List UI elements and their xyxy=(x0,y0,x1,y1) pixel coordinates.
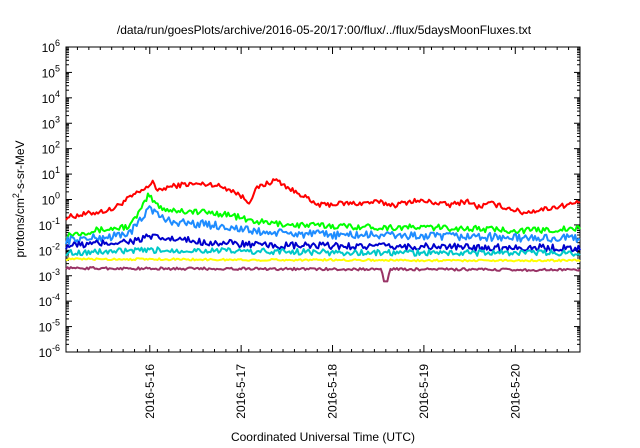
y-tick-label: 102 xyxy=(42,140,60,157)
y-tick-label: 10-3 xyxy=(39,267,60,284)
chart-title: /data/run/goesPlots/archive/2016-05-20/1… xyxy=(117,23,532,37)
y-tick-label: 100 xyxy=(42,191,60,208)
series-line xyxy=(65,257,581,263)
y-axis-tick-labels: 10-6 10-5 10-4 10-3 10-2 10-1 100 101 102 103 104 1… xyxy=(39,38,60,360)
series-line xyxy=(65,192,581,239)
series-line xyxy=(65,178,581,221)
y-axis-label-rest: -s-sr-MeV xyxy=(13,140,27,193)
y-tick-label: 101 xyxy=(42,165,60,182)
x-tick-label: 2016-5-16 xyxy=(143,364,157,419)
y-axis-label-sup: 2 xyxy=(11,193,21,198)
series-line xyxy=(65,205,581,245)
series-line xyxy=(65,246,581,257)
x-tick-label: 2016-5-19 xyxy=(417,364,431,419)
y-tick-label: 103 xyxy=(42,114,60,131)
y-axis-ticks xyxy=(66,46,580,353)
y-tick-label: 10-4 xyxy=(39,292,60,309)
series-line xyxy=(65,233,581,253)
x-tick-label: 2016-5-18 xyxy=(326,364,340,419)
x-axis-label: Coordinated Universal Time (UTC) xyxy=(231,430,415,444)
x-axis-tick-labels: 2016-5-16 2016-5-17 2016-5-18 2016-5-19 2016… xyxy=(143,364,523,419)
y-tick-label: 10-6 xyxy=(39,343,60,360)
y-tick-label: 106 xyxy=(42,38,60,55)
y-tick-label: 10-2 xyxy=(39,241,60,258)
y-tick-label: 104 xyxy=(42,89,60,106)
plot-frame xyxy=(65,46,581,353)
y-tick-label: 10-1 xyxy=(39,216,60,233)
series-lines xyxy=(65,178,581,283)
x-tick-label: 2016-5-17 xyxy=(234,364,248,419)
y-axis-label: protons/cm2-s-sr-MeV xyxy=(11,140,27,257)
series-line xyxy=(65,266,581,283)
x-axis-ticks xyxy=(65,47,581,352)
x-tick-label: 2016-5-20 xyxy=(508,364,522,419)
y-tick-label: 10-5 xyxy=(39,318,60,335)
y-axis-label-base: protons/cm xyxy=(13,198,27,257)
y-tick-label: 105 xyxy=(42,63,60,80)
